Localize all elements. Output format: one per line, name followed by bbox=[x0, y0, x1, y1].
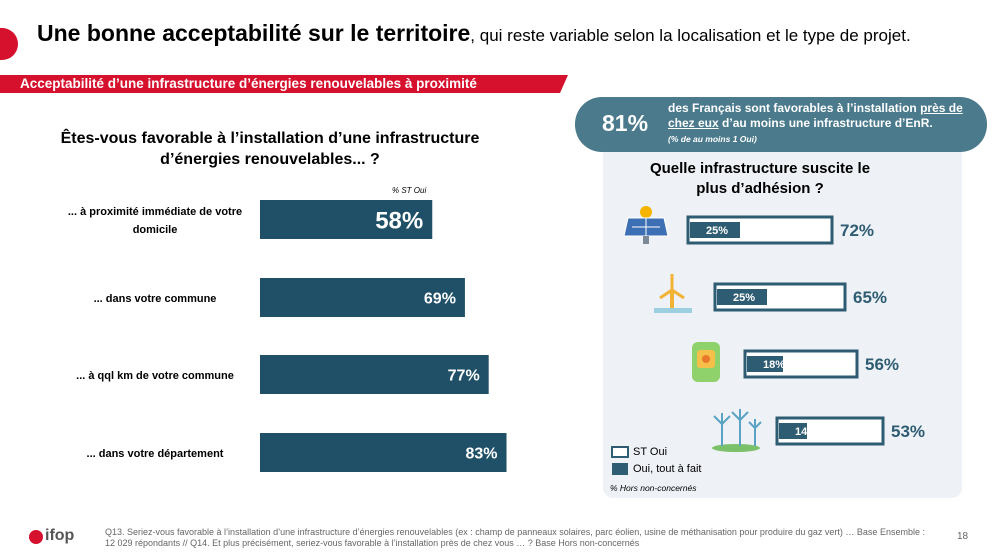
category-label: ... dans votre commune bbox=[93, 293, 217, 305]
left-title: Êtes-vous favorable à l’installation d’u… bbox=[60, 130, 480, 168]
value-label: 77% bbox=[448, 368, 480, 385]
callout-underlined: près de chez eux bbox=[668, 101, 963, 130]
callout-part: d’au moins une infrastructure d’EnR. bbox=[718, 116, 933, 130]
title-bold: Une bonne acceptabilité sur le territoir… bbox=[37, 20, 471, 46]
value-label: 65% bbox=[853, 288, 887, 307]
bar bbox=[260, 355, 489, 394]
left-note: % ST Oui bbox=[392, 186, 427, 195]
value-label: 72% bbox=[840, 221, 874, 240]
legend-label: Oui, tout à fait bbox=[633, 463, 702, 475]
category-label: ... à qql km de votre commune bbox=[76, 370, 234, 382]
category-label: ... dans votre département bbox=[86, 448, 224, 460]
bar-inner bbox=[779, 423, 807, 439]
logo: ifop bbox=[45, 527, 75, 544]
title-rest: , qui reste variable selon la localisati… bbox=[470, 26, 911, 45]
value-label: 53% bbox=[891, 422, 925, 441]
bar-inner bbox=[690, 222, 740, 238]
logo-mark bbox=[29, 530, 43, 544]
windfarm-icon bbox=[712, 409, 762, 452]
value-label: 25% bbox=[733, 292, 755, 304]
bar bbox=[260, 200, 433, 239]
bar-inner bbox=[717, 289, 767, 305]
value-label: 56% bbox=[865, 355, 899, 374]
wind-icon bbox=[654, 274, 692, 313]
callout-part: des Français sont favorables à l’install… bbox=[668, 101, 921, 115]
bar-inner bbox=[747, 356, 783, 372]
banner-bg bbox=[0, 75, 568, 93]
callout-bg bbox=[575, 97, 987, 152]
title: Une bonne acceptabilité sur le territoir… bbox=[37, 20, 911, 47]
solar-icon bbox=[623, 206, 669, 244]
legend-swatch bbox=[611, 446, 629, 458]
value-label: 69% bbox=[424, 291, 456, 308]
value-label: 83% bbox=[465, 446, 497, 463]
legend-swatch bbox=[612, 463, 628, 475]
bar bbox=[260, 433, 507, 472]
right-note: % Hors non-concernés bbox=[610, 483, 697, 493]
value-label: 25% bbox=[706, 225, 728, 237]
footer-text: Q13. Seriez-vous favorable à l’installat… bbox=[105, 527, 925, 548]
page-number: 18 bbox=[957, 531, 969, 542]
legend-label: ST Oui bbox=[633, 446, 668, 458]
value-label: 58% bbox=[375, 208, 423, 235]
callout-note: (% de au moins 1 Oui) bbox=[668, 134, 757, 144]
value-label: 18% bbox=[763, 359, 785, 371]
callout-text: des Français sont favorables à l’install… bbox=[668, 101, 968, 147]
accent bbox=[0, 28, 18, 60]
banner: Acceptabilité d’une infrastructure d’éne… bbox=[20, 76, 477, 91]
value-label: 14% bbox=[795, 426, 817, 438]
category-label: ... à proximité immédiate de votre domic… bbox=[67, 206, 243, 236]
callout-value: 81% bbox=[602, 110, 649, 136]
right-title: Quelle infrastructure suscite le plus d’… bbox=[649, 160, 871, 197]
bar bbox=[260, 278, 465, 317]
gas-icon bbox=[692, 342, 720, 382]
